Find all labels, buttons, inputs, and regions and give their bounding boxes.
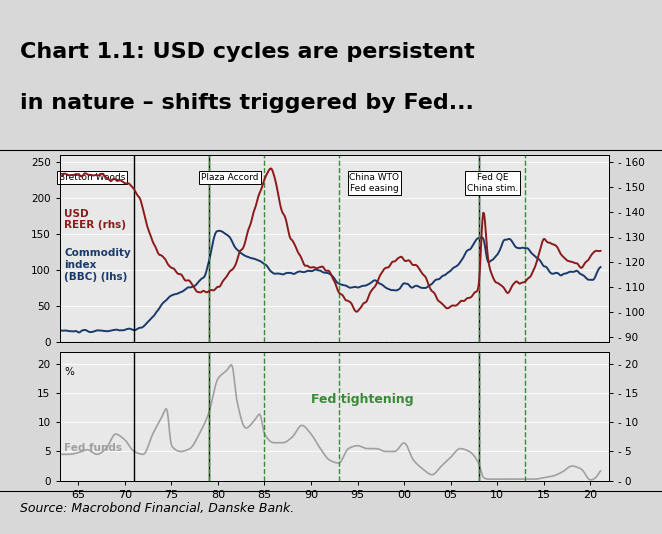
Text: Plaza Accord: Plaza Accord [201, 173, 259, 182]
Text: Fed tightening: Fed tightening [311, 392, 414, 405]
Text: %: % [64, 367, 74, 377]
Text: Chart 1.1: USD cycles are persistent: Chart 1.1: USD cycles are persistent [20, 42, 475, 62]
Text: Fed QE
China stim.: Fed QE China stim. [467, 173, 518, 193]
Text: Bretton Woods: Bretton Woods [59, 173, 125, 182]
Text: China WTO
Fed easing: China WTO Fed easing [350, 173, 399, 193]
Text: USD
REER (rhs): USD REER (rhs) [64, 209, 126, 230]
Text: Fed funds: Fed funds [64, 443, 122, 453]
Text: Source: Macrobond Financial, Danske Bank.: Source: Macrobond Financial, Danske Bank… [20, 502, 294, 515]
Text: in nature – shifts triggered by Fed...: in nature – shifts triggered by Fed... [20, 93, 474, 113]
Text: Commodity
index
(BBC) (lhs): Commodity index (BBC) (lhs) [64, 248, 131, 281]
